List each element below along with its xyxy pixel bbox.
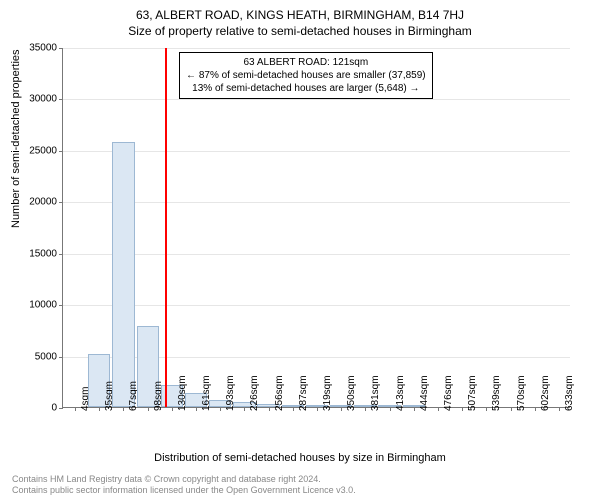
xtick-mark (196, 407, 197, 411)
histogram-bar (112, 142, 134, 407)
ytick-label: 15000 (29, 248, 63, 259)
gridline (63, 48, 570, 49)
xtick-label: 539sqm (489, 375, 502, 411)
annotation-box: 63 ALBERT ROAD: 121sqm← 87% of semi-deta… (179, 52, 433, 99)
xtick-label: 602sqm (538, 375, 551, 411)
xtick-mark (172, 407, 173, 411)
ytick-label: 20000 (29, 197, 63, 208)
xtick-mark (365, 407, 366, 411)
xtick-label: 444sqm (417, 375, 430, 411)
chart-plot-area: 050001000015000200002500030000350004sqm3… (62, 48, 570, 408)
gridline (63, 305, 570, 306)
gridline (63, 151, 570, 152)
xtick-mark (535, 407, 536, 411)
xtick-mark (438, 407, 439, 411)
xtick-mark (220, 407, 221, 411)
xtick-mark (511, 407, 512, 411)
ytick-label: 30000 (29, 94, 63, 105)
xtick-mark (148, 407, 149, 411)
ytick-label: 10000 (29, 300, 63, 311)
annotation-line1: 63 ALBERT ROAD: 121sqm (186, 56, 426, 69)
y-axis-label: Number of semi-detached properties (10, 49, 22, 228)
xtick-mark (486, 407, 487, 411)
xtick-mark (559, 407, 560, 411)
xtick-mark (75, 407, 76, 411)
ytick-label: 25000 (29, 145, 63, 156)
xtick-mark (99, 407, 100, 411)
annotation-line2: ← 87% of semi-detached houses are smalle… (186, 69, 426, 82)
gridline (63, 202, 570, 203)
footer-line2: Contains public sector information licen… (12, 485, 356, 496)
chart-subtitle: Size of property relative to semi-detach… (0, 22, 600, 38)
xtick-mark (293, 407, 294, 411)
xtick-mark (414, 407, 415, 411)
xtick-mark (341, 407, 342, 411)
xtick-mark (390, 407, 391, 411)
xtick-mark (317, 407, 318, 411)
xtick-label: 633sqm (562, 375, 575, 411)
xtick-label: 476sqm (441, 375, 454, 411)
chart-title: 63, ALBERT ROAD, KINGS HEATH, BIRMINGHAM… (0, 0, 600, 22)
xtick-mark (123, 407, 124, 411)
xtick-mark (269, 407, 270, 411)
footer-attribution: Contains HM Land Registry data © Crown c… (12, 474, 356, 496)
x-axis-label: Distribution of semi-detached houses by … (0, 452, 600, 464)
xtick-mark (462, 407, 463, 411)
ytick-label: 35000 (29, 43, 63, 54)
xtick-label: 507sqm (465, 375, 478, 411)
footer-line1: Contains HM Land Registry data © Crown c… (12, 474, 356, 485)
annotation-line3: 13% of semi-detached houses are larger (… (186, 82, 426, 95)
xtick-label: 570sqm (514, 375, 527, 411)
ytick-label: 5000 (35, 351, 63, 362)
gridline (63, 99, 570, 100)
ytick-label: 0 (51, 403, 63, 414)
marker-line (165, 48, 167, 407)
xtick-mark (244, 407, 245, 411)
gridline (63, 254, 570, 255)
